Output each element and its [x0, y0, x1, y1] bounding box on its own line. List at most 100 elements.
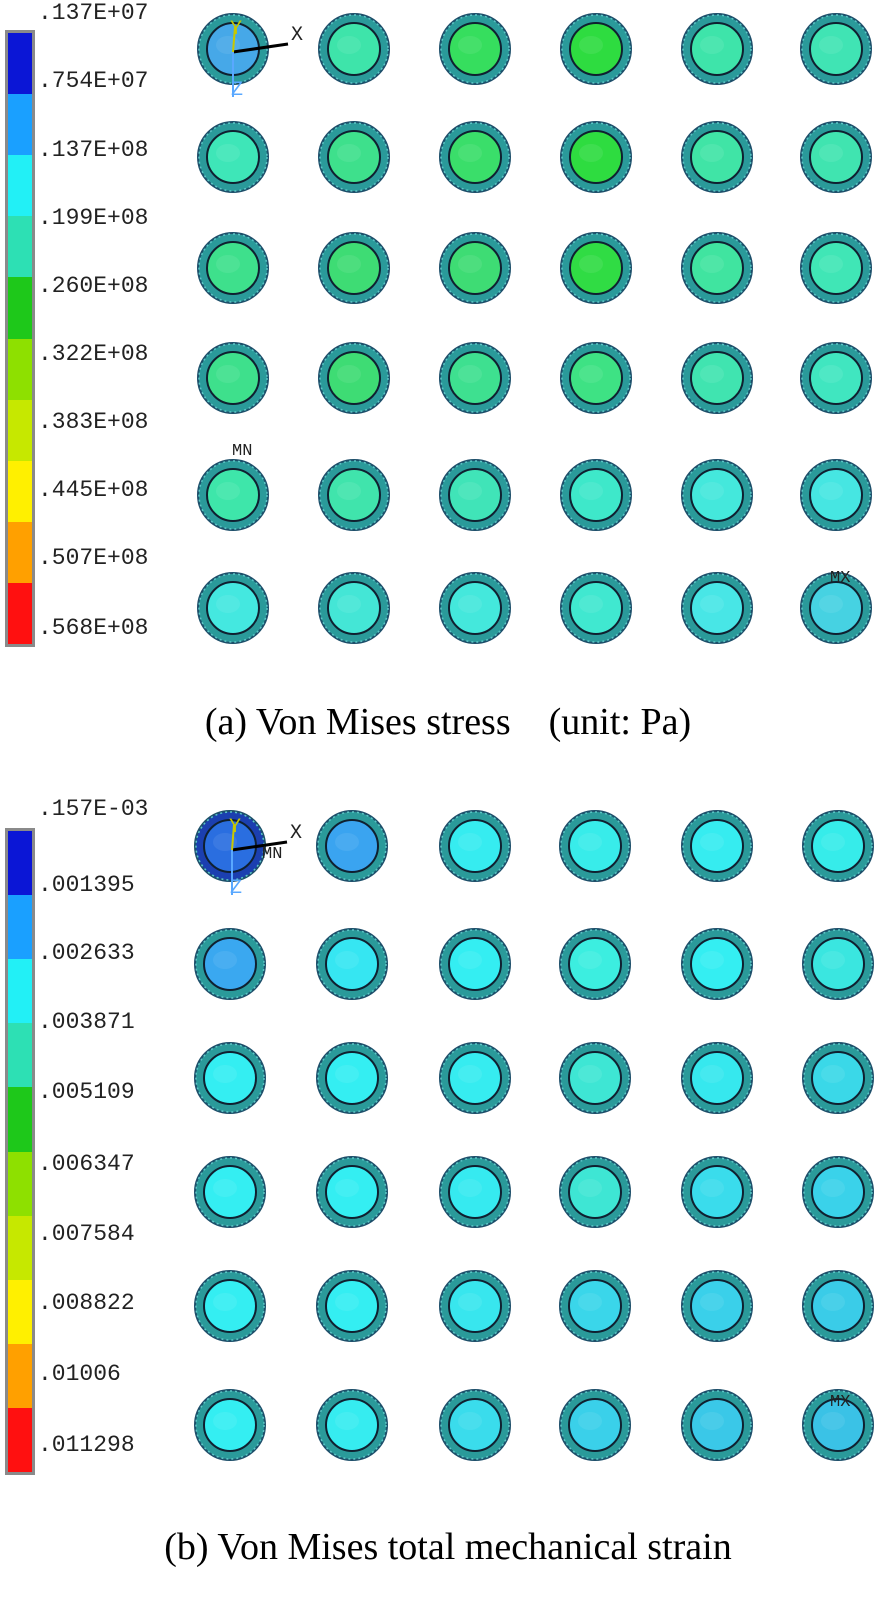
legend-swatch	[8, 1087, 32, 1152]
min-marker: MN	[232, 442, 252, 461]
section-circle	[559, 810, 631, 882]
legend-swatch	[8, 155, 32, 217]
section-circle	[559, 1270, 631, 1342]
section-circle	[439, 1042, 511, 1114]
section-circle	[560, 459, 632, 531]
legend-swatch	[8, 216, 32, 278]
section-circle	[681, 121, 753, 193]
max-marker: MX	[830, 569, 850, 588]
legend-label: .137E+07	[38, 0, 149, 26]
axis-label-z: Z	[231, 79, 243, 102]
legend-swatch	[8, 582, 32, 645]
section-circle	[800, 342, 872, 414]
contour-section-grid: X Y Z MN MX	[197, 13, 872, 644]
section-circle	[197, 572, 269, 644]
section-circle	[681, 342, 753, 414]
section-circle	[681, 1042, 753, 1114]
section-circle	[318, 121, 390, 193]
section-circle	[560, 572, 632, 644]
section-circle	[681, 1270, 753, 1342]
max-marker: MX	[830, 1393, 850, 1412]
section-circle	[194, 928, 266, 1000]
legend-swatch	[8, 521, 32, 584]
min-marker: MN	[262, 845, 282, 864]
legend-swatch	[8, 277, 32, 339]
section-circle	[800, 572, 872, 644]
legend-label: .006347	[38, 1151, 135, 1177]
legend-swatch	[8, 94, 32, 156]
section-circle	[439, 121, 511, 193]
section-circle	[800, 121, 872, 193]
panel-von-mises-stress: .137E+07 .754E+07 .137E+08 .199E+08 .260E+08…	[5, 0, 872, 743]
legend-swatch	[8, 1279, 32, 1345]
legend-label: .001395	[38, 872, 135, 898]
section-circle	[439, 572, 511, 644]
legend-label: .754E+07	[38, 68, 149, 94]
section-circle	[681, 1156, 753, 1228]
axis-label-y: Y	[230, 18, 242, 41]
section-circle	[559, 1042, 631, 1114]
legend-swatch	[8, 1215, 32, 1281]
section-circle	[316, 1156, 388, 1228]
section-circle	[802, 1042, 874, 1114]
legend-swatch	[8, 1343, 32, 1409]
section-circle	[560, 342, 632, 414]
section-circle	[559, 928, 631, 1000]
legend-label: .568E+08	[38, 615, 149, 641]
section-circle	[681, 928, 753, 1000]
legend-swatch	[8, 338, 32, 401]
legend-swatch	[8, 33, 32, 95]
section-circle	[318, 459, 390, 531]
section-circle	[439, 232, 511, 304]
section-circle	[802, 810, 874, 882]
section-circle	[439, 13, 511, 85]
axis-label-x: X	[290, 822, 302, 845]
section-circle	[316, 1389, 388, 1461]
section-circle	[802, 928, 874, 1000]
legend-swatch	[8, 831, 32, 896]
section-circle	[439, 810, 511, 882]
section-circle	[559, 1389, 631, 1461]
axis-label-y: Y	[229, 816, 241, 839]
section-circle	[316, 928, 388, 1000]
legend-swatch	[8, 1151, 32, 1217]
section-circle	[439, 459, 511, 531]
axis-label-z: Z	[230, 877, 242, 900]
legend-label: .005109	[38, 1079, 135, 1105]
section-circle	[439, 1270, 511, 1342]
legend-label: .008822	[38, 1290, 135, 1316]
section-circle	[197, 232, 269, 304]
legend-colorbar	[5, 828, 35, 1475]
section-circle	[681, 1389, 753, 1461]
contour-section-grid: X Y Z MN MX	[194, 810, 874, 1461]
panel-von-mises-strain: .157E-03 .001395 .002633 .003871 .005109 .006…	[0, 798, 896, 1598]
section-circle	[802, 1270, 874, 1342]
legend-label: .007584	[38, 1221, 135, 1247]
legend-swatch	[8, 460, 32, 523]
section-circle	[800, 13, 872, 85]
section-circle	[681, 810, 753, 882]
section-circle	[197, 342, 269, 414]
section-circle	[194, 1270, 266, 1342]
section-circle	[316, 810, 388, 882]
legend-label: .157E-03	[38, 796, 149, 822]
caption: (a) Von Mises stress (unit: Pa)	[204, 701, 692, 743]
legend-label: .199E+08	[38, 205, 149, 231]
section-circle	[318, 232, 390, 304]
legend-swatch	[8, 1023, 32, 1088]
section-circle	[681, 232, 753, 304]
legend-swatch	[8, 399, 32, 462]
section-circle	[197, 121, 269, 193]
section-circle	[194, 1156, 266, 1228]
section-circle	[802, 1156, 874, 1228]
section-circle	[439, 342, 511, 414]
legend-label: .011298	[38, 1432, 135, 1458]
section-circle	[316, 1042, 388, 1114]
legend-swatch	[8, 959, 32, 1024]
section-circle	[439, 1389, 511, 1461]
legend-label: .01006	[38, 1361, 121, 1387]
legend-swatch	[8, 895, 32, 960]
legend-label: .322E+08	[38, 341, 149, 367]
legend-swatch	[8, 1407, 32, 1473]
section-circle	[194, 1042, 266, 1114]
